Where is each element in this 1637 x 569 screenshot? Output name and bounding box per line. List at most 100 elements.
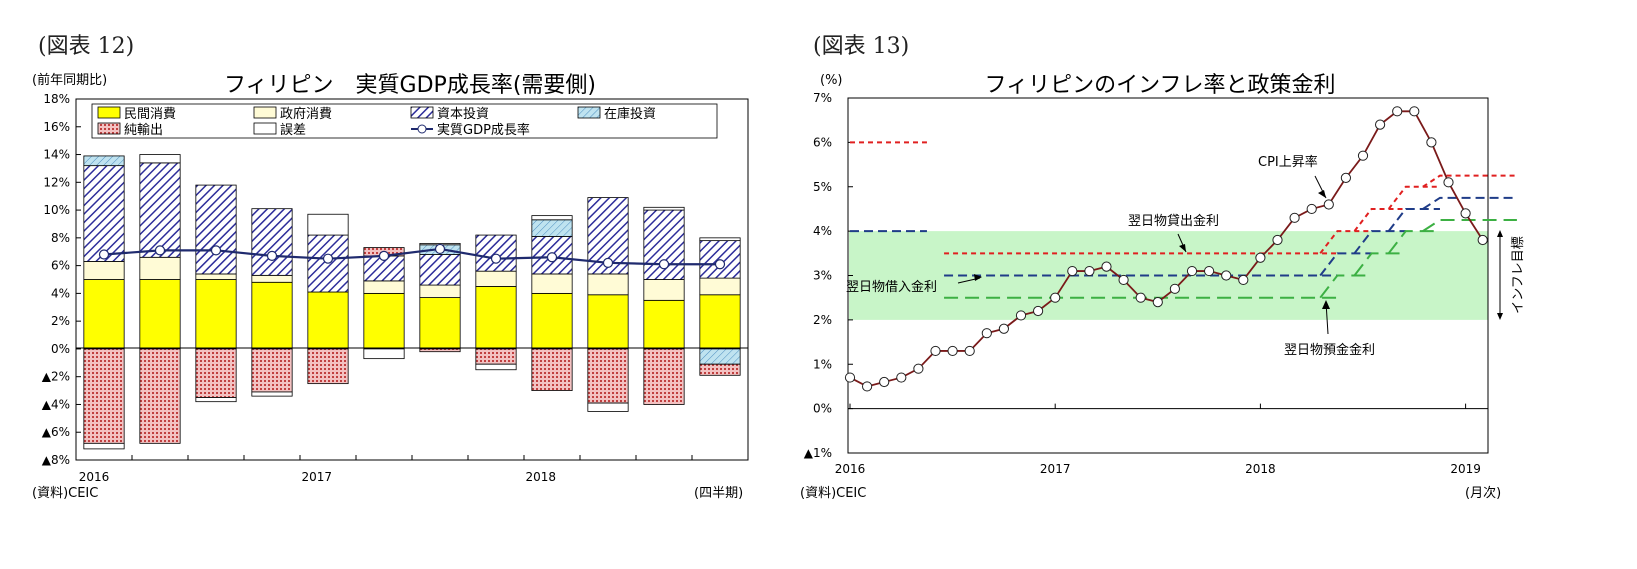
right-chart: (図表 13) (%) フィリピンのインフレ率と政策金利 7% 6% 5% 4% 3% 2…	[800, 34, 1526, 501]
bar-netexports	[531, 348, 573, 391]
left-ytick-label: ▲4%	[42, 397, 70, 411]
borrowing-rate-segment	[1387, 207, 1440, 232]
legend-label-gdp: 実質GDP成長率	[437, 122, 530, 138]
legend-label-inventory: 在庫投資	[604, 106, 656, 122]
bar-private	[587, 294, 629, 350]
left-chart-title: フィリピン 実質GDP成長率(需要側)	[224, 73, 596, 98]
bar-discrepancy	[587, 402, 629, 412]
cpi-point	[1460, 208, 1471, 219]
right-ytick-label: 5%	[813, 180, 832, 194]
bar-government	[419, 284, 461, 298]
lending-rate-segment	[1422, 174, 1517, 188]
lending-label: 翌日物貸出金利	[1128, 213, 1219, 229]
bar-inventory	[699, 348, 741, 365]
lending-rate-segment	[1319, 230, 1372, 254]
cpi-point	[1323, 199, 1334, 210]
right-ytick-label: 3%	[813, 269, 832, 283]
cpi-point	[896, 372, 907, 383]
cpi-point	[1375, 119, 1386, 130]
cpi-point	[981, 328, 992, 339]
bar-government	[83, 261, 125, 280]
left-gdp-line	[98, 243, 726, 270]
cpi-point	[1426, 137, 1437, 148]
cpi-point	[1340, 172, 1352, 183]
left-ytick-label: 18%	[43, 92, 70, 106]
bar-investment	[475, 234, 517, 272]
left-unit-label: (前年同期比)	[32, 72, 107, 88]
gdp-point	[378, 250, 390, 261]
left-ytick-label: 2%	[51, 314, 70, 328]
cpi-point	[964, 345, 975, 357]
bar-netexports	[307, 348, 349, 385]
legend-swatch-inventory	[577, 106, 601, 119]
cpi-point	[1067, 265, 1078, 277]
bar-netexports	[699, 363, 741, 376]
deposit-rate-segment	[1353, 252, 1406, 277]
deposit-label: 翌日物預金金利	[1284, 342, 1375, 358]
gdp-point	[210, 245, 222, 256]
left-bars	[83, 154, 741, 450]
bar-inventory	[83, 155, 125, 167]
cpi-point	[1477, 234, 1488, 246]
bar-netexports	[251, 348, 293, 393]
legend-swatch-private	[97, 106, 121, 119]
cpi-annotation: CPI上昇率	[1258, 154, 1327, 199]
gdp-point	[154, 245, 166, 256]
right-source: (資料)CEIC	[800, 486, 866, 501]
right-year-label: 2017	[1040, 462, 1071, 476]
bar-discrepancy	[139, 154, 181, 164]
borrowing-rate-segment	[1422, 196, 1517, 210]
cpi-point	[1443, 177, 1454, 188]
cpi-point	[1169, 283, 1181, 294]
bar-government	[643, 279, 685, 301]
lending-rate-segment	[1387, 185, 1440, 210]
gdp-point	[434, 243, 446, 255]
cpi-point	[1204, 265, 1215, 277]
deposit-rate-segment	[1387, 230, 1440, 254]
right-year-label: 2016	[835, 462, 866, 476]
right-ytick-label: 2%	[813, 313, 832, 327]
bar-investment	[139, 162, 181, 258]
left-year-label: 2017	[302, 470, 333, 484]
bar-discrepancy	[363, 348, 405, 360]
bar-private	[195, 279, 237, 350]
deposit-rate-segment	[1319, 274, 1372, 299]
deposit-rate-segment	[1422, 219, 1517, 232]
bar-government	[531, 273, 573, 294]
legend-swatch-discrepancy	[253, 122, 277, 135]
legend-swatch-investment	[410, 106, 434, 119]
right-unit-label: (%)	[820, 73, 843, 88]
gdp-point	[266, 250, 278, 261]
cpi-point	[1152, 297, 1163, 308]
legend-marker-gdp	[417, 124, 427, 134]
bar-discrepancy	[475, 363, 517, 371]
bar-netexports	[83, 348, 125, 444]
right-figure-label: (図表 13)	[813, 34, 909, 59]
cpi-point	[1186, 265, 1198, 277]
gdp-point	[490, 253, 502, 264]
left-year-label: 2018	[526, 470, 557, 484]
left-y-axis: 18% 16% 14% 12% 10% 8% 6% 4% 2% 0% ▲2% ▲4% ▲6% ▲8%	[42, 92, 81, 467]
legend-swatch-netexports	[97, 122, 121, 135]
left-period-note: (四半期)	[694, 486, 743, 501]
right-ytick-label: 4%	[813, 224, 832, 238]
bar-discrepancy	[307, 213, 349, 236]
bar-discrepancy	[251, 391, 293, 397]
cpi-point	[1392, 106, 1403, 117]
cpi-point	[862, 381, 873, 392]
cpi-point	[1015, 310, 1027, 321]
legend-label-investment: 資本投資	[437, 106, 489, 122]
bar-netexports	[419, 348, 461, 353]
left-x-axis: 2016 2017 2018	[75, 455, 749, 484]
left-ytick-label: 10%	[43, 203, 70, 217]
bar-netexports	[195, 348, 237, 398]
target-arrow-down	[1497, 313, 1503, 320]
bar-discrepancy	[83, 442, 125, 450]
left-ytick-label: 0%	[51, 342, 70, 356]
bar-government	[587, 273, 629, 296]
borrowing-rate-segment	[1319, 252, 1372, 277]
bar-private	[531, 292, 573, 350]
bar-investment	[83, 165, 125, 262]
bar-discrepancy	[699, 237, 741, 242]
legend-box	[91, 103, 718, 139]
